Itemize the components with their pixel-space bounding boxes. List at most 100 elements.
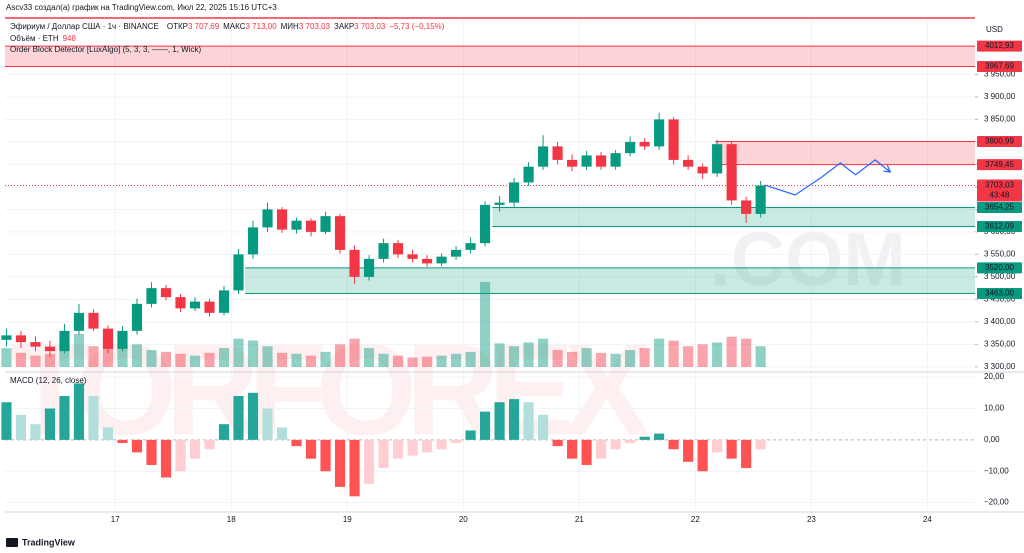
macd-bar [88,395,99,440]
y-tick-label: 3 400,00 [984,317,1016,326]
candle-body [247,227,259,255]
macd-bar [262,408,273,440]
macd-bar [30,424,41,440]
candle-body [654,119,665,147]
macd-bar [436,439,447,450]
macd-bar [567,439,578,459]
macd-bar [146,439,157,465]
candle-body [552,146,563,160]
price-label-box [977,288,1022,300]
volume-bar [465,351,476,367]
candle-body [305,220,317,232]
volume-bar [712,342,723,367]
candle-body [407,254,418,259]
price-label: 3800,99 [985,137,1014,146]
volume-bar [610,353,621,367]
volume-bar [146,350,157,367]
macd-bar [596,439,607,459]
macd-bar [349,439,360,497]
volume-bar [131,344,143,367]
macd-bar [465,430,476,440]
macd-bar [131,439,143,453]
candle-body [538,146,549,167]
y-tick-label: 3 900,00 [984,92,1016,101]
x-tick-label: 17 [111,515,120,524]
macd-bar [305,439,317,459]
volume-bar [363,348,375,367]
macd-bar [712,439,723,453]
volume-bar [59,343,70,367]
candle-body [334,216,346,250]
ohlc-label: МАКС [223,22,246,31]
macd-bar [73,383,85,440]
candle-body [320,216,331,232]
macd-bar [523,402,534,440]
ohlc-value: 3 703,03 [354,22,386,31]
volume-bar [305,355,317,367]
macd-tick-label: 10,00 [984,404,1005,413]
candle-body [30,342,41,347]
volume-bar [407,357,418,367]
volume-bar [683,346,694,367]
price-label: 3749,45 [985,160,1014,169]
candle-body [741,200,752,214]
macd-bar [233,395,244,440]
projection-arrowhead [883,164,892,173]
candle-body [218,290,230,313]
current-price-label: 3703,03 [985,181,1014,190]
volume-bar [218,348,230,367]
candle-body [625,141,636,154]
y-tick-label: 3 300,00 [984,362,1016,371]
ohlc-change: −5,73 (−0,15%) [389,22,444,31]
price-label: 3463,00 [985,289,1014,298]
candle-body [494,202,505,205]
volume-bar [567,351,578,367]
candle-body [378,243,389,259]
price-label-box [977,262,1022,274]
candle-body [508,182,520,203]
macd-bar [755,439,766,450]
projection-path [764,159,891,196]
volume-bar [450,353,462,367]
candle-body [596,155,607,167]
watermark-suffix: .COM [710,217,906,301]
y-tick-label: 3 950,00 [984,70,1016,79]
candle-body [581,155,592,167]
candle-body [15,335,27,343]
candle-body [117,330,128,349]
volume-bar [726,336,737,367]
volume-bar [233,338,244,367]
macd-bar [334,439,346,487]
candle-body [73,312,85,331]
candle-body [1,335,12,340]
macd-bar [363,439,375,484]
volume-bar [291,353,302,367]
macd-bar [378,439,389,469]
candle-body [567,159,578,167]
price-label-box [977,201,1022,213]
candle-body [610,153,621,167]
footer-logo [6,538,18,547]
candle-body [291,220,302,230]
macd-bar [276,427,288,440]
volume-bar [30,355,41,367]
macd-bar [726,439,737,459]
candle-body [146,288,157,304]
macd-bar [189,439,201,459]
candle-body [204,301,215,313]
macd-bar [320,439,331,472]
volume-bar [44,353,56,367]
candle-body [755,185,766,214]
volume-bar [552,350,563,367]
candle-body [189,301,201,309]
macd-bar [697,439,708,472]
macd-bar [218,424,230,440]
volume-bar [581,348,592,367]
macd-bar [668,439,679,450]
price-label-box [977,220,1022,232]
candle-body [175,297,186,309]
macd-bar [581,439,592,465]
price-label-box [977,40,1022,52]
candle-body [436,256,447,264]
